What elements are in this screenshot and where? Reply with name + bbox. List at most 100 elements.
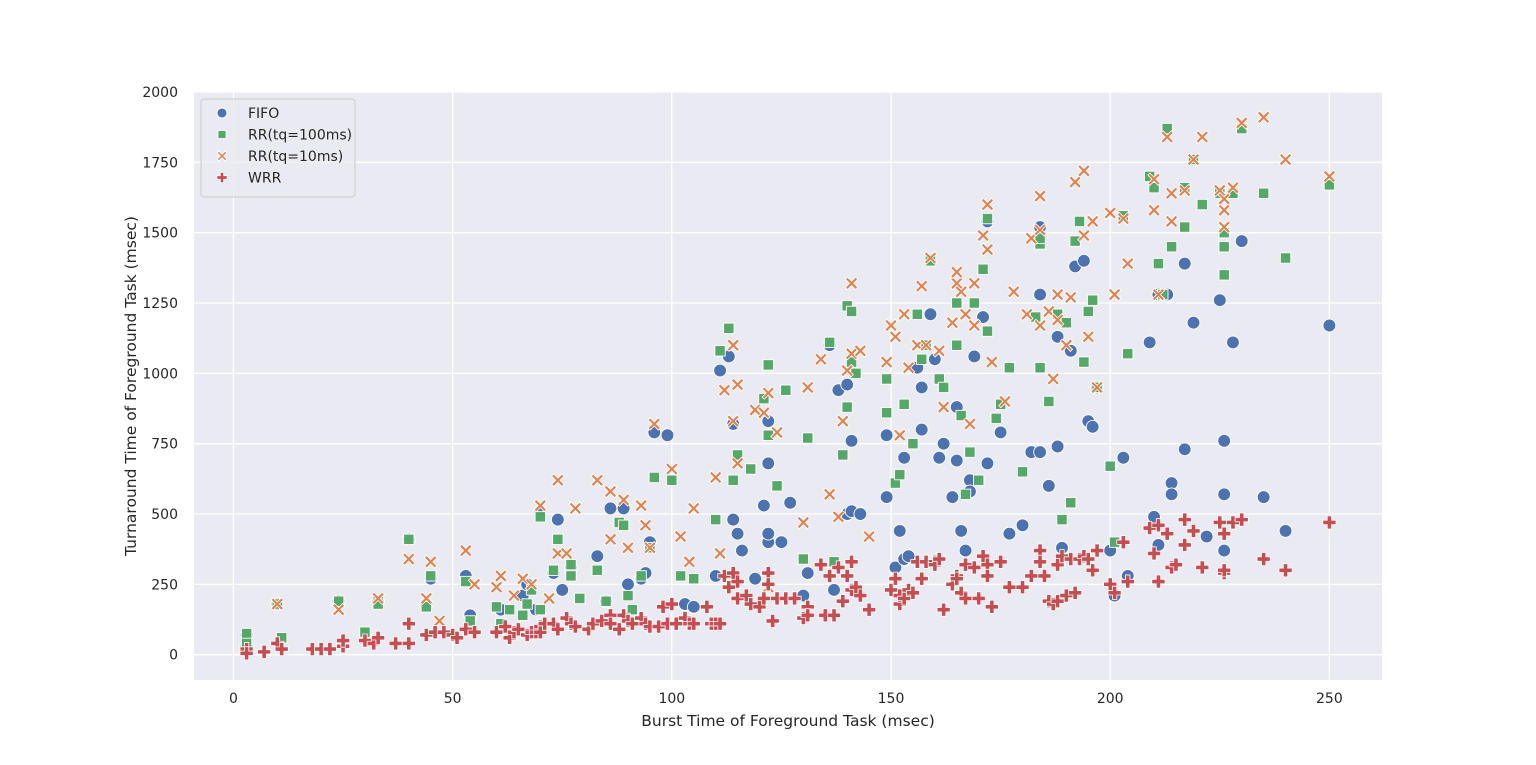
data-point bbox=[1081, 330, 1096, 344]
data-point bbox=[844, 276, 859, 291]
data-point bbox=[551, 512, 565, 527]
data-point bbox=[1033, 318, 1047, 333]
data-point bbox=[1165, 241, 1178, 253]
data-point bbox=[1278, 152, 1293, 167]
data-point bbox=[1151, 287, 1166, 302]
data-point bbox=[721, 580, 736, 595]
data-point bbox=[998, 394, 1012, 409]
data-point bbox=[761, 526, 776, 541]
data-point bbox=[901, 360, 916, 375]
data-point bbox=[853, 507, 868, 521]
data-point bbox=[1033, 445, 1047, 459]
data-point bbox=[973, 474, 985, 486]
data-point bbox=[1077, 164, 1091, 178]
data-point bbox=[708, 470, 723, 485]
data-point bbox=[1179, 221, 1191, 233]
data-point bbox=[949, 453, 964, 468]
data-point bbox=[1122, 347, 1134, 360]
data-point bbox=[1177, 512, 1192, 527]
data-point bbox=[907, 438, 919, 450]
data-point bbox=[1226, 180, 1240, 195]
data-point bbox=[945, 315, 960, 330]
data-point bbox=[1034, 362, 1046, 374]
data-point bbox=[1077, 253, 1091, 268]
data-point bbox=[937, 381, 950, 394]
data-point bbox=[688, 573, 700, 585]
data-point bbox=[1085, 419, 1100, 434]
data-point bbox=[660, 428, 675, 443]
data-point bbox=[845, 305, 858, 318]
y-tick-label: 1000 bbox=[142, 366, 178, 382]
data-point bbox=[802, 432, 814, 444]
data-point bbox=[1160, 130, 1174, 144]
data-point bbox=[713, 546, 727, 561]
data-point bbox=[555, 583, 570, 597]
data-point bbox=[1006, 284, 1021, 299]
data-point bbox=[521, 598, 533, 610]
data-point bbox=[967, 560, 982, 575]
data-point bbox=[923, 251, 938, 265]
data-point bbox=[1196, 198, 1208, 211]
data-point bbox=[1120, 256, 1135, 271]
data-point bbox=[844, 554, 859, 569]
legend-marker bbox=[216, 150, 228, 162]
data-point bbox=[612, 622, 627, 637]
data-point bbox=[547, 564, 560, 576]
y-tick-label: 500 bbox=[151, 507, 178, 523]
data-point bbox=[1107, 287, 1122, 302]
data-point bbox=[1278, 524, 1293, 538]
data-point bbox=[333, 595, 345, 607]
data-point bbox=[780, 384, 792, 396]
data-point bbox=[990, 412, 1002, 425]
data-point bbox=[1104, 460, 1116, 472]
data-point bbox=[761, 577, 776, 592]
series-plus bbox=[239, 512, 1337, 661]
data-point bbox=[467, 625, 482, 640]
data-point bbox=[371, 630, 386, 645]
data-point bbox=[800, 608, 815, 623]
data-point bbox=[1116, 450, 1131, 465]
data-point bbox=[964, 446, 976, 458]
data-point bbox=[1217, 563, 1232, 578]
data-point bbox=[761, 456, 776, 471]
data-point bbox=[936, 602, 951, 617]
data-point bbox=[710, 513, 722, 526]
data-point bbox=[840, 363, 854, 378]
data-point bbox=[552, 533, 564, 545]
data-point bbox=[914, 380, 929, 395]
data-point bbox=[686, 501, 701, 516]
data-point bbox=[1033, 223, 1047, 237]
data-point bbox=[1323, 179, 1336, 191]
data-point bbox=[1002, 580, 1017, 595]
data-point bbox=[450, 630, 465, 645]
data-point bbox=[507, 588, 521, 603]
data-point bbox=[503, 604, 516, 616]
data-point bbox=[420, 601, 432, 613]
data-point bbox=[880, 407, 893, 419]
data-point bbox=[949, 571, 964, 586]
data-point bbox=[884, 318, 898, 333]
data-point bbox=[726, 338, 740, 352]
data-point bbox=[686, 600, 701, 614]
x-tick-label: 100 bbox=[658, 691, 685, 707]
data-point bbox=[686, 616, 701, 631]
data-point bbox=[723, 322, 735, 334]
data-point bbox=[1050, 594, 1065, 609]
data-point bbox=[371, 591, 385, 606]
data-point bbox=[1177, 442, 1192, 457]
data-point bbox=[1322, 515, 1337, 530]
x-tick-label: 0 bbox=[229, 691, 238, 707]
data-point bbox=[1195, 560, 1210, 575]
data-point bbox=[1212, 293, 1227, 308]
data-point bbox=[331, 602, 346, 617]
data-point bbox=[841, 401, 853, 413]
data-point bbox=[1177, 537, 1192, 552]
data-point bbox=[1161, 122, 1173, 135]
data-point bbox=[761, 386, 776, 400]
data-point bbox=[1234, 116, 1249, 130]
data-point bbox=[936, 436, 951, 451]
data-point bbox=[565, 559, 577, 571]
data-point bbox=[322, 642, 337, 657]
data-point bbox=[590, 549, 605, 564]
